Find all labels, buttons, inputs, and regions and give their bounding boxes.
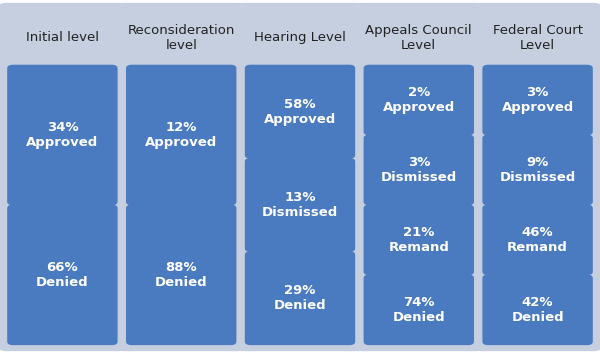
FancyBboxPatch shape — [364, 205, 474, 275]
Text: 58%
Approved: 58% Approved — [264, 98, 336, 126]
Text: 46%
Remand: 46% Remand — [507, 226, 568, 254]
Text: 2%
Approved: 2% Approved — [383, 86, 455, 114]
FancyBboxPatch shape — [482, 135, 593, 205]
Text: 34%
Approved: 34% Approved — [26, 121, 98, 149]
FancyBboxPatch shape — [364, 135, 474, 205]
Text: 88%
Denied: 88% Denied — [155, 261, 208, 289]
FancyBboxPatch shape — [364, 65, 474, 135]
Text: Federal Court
Level: Federal Court Level — [493, 24, 583, 52]
FancyBboxPatch shape — [245, 251, 355, 345]
Text: Hearing Level: Hearing Level — [254, 31, 346, 44]
FancyBboxPatch shape — [482, 205, 593, 275]
Text: 9%
Dismissed: 9% Dismissed — [499, 156, 576, 184]
Text: 29%
Denied: 29% Denied — [274, 284, 326, 312]
FancyBboxPatch shape — [7, 205, 118, 345]
FancyBboxPatch shape — [236, 3, 364, 351]
FancyBboxPatch shape — [245, 158, 355, 252]
FancyBboxPatch shape — [482, 274, 593, 345]
Text: 42%
Denied: 42% Denied — [511, 296, 564, 324]
Text: Reconsideration
level: Reconsideration level — [128, 24, 235, 52]
Text: 13%
Dismissed: 13% Dismissed — [262, 191, 338, 219]
FancyBboxPatch shape — [126, 205, 236, 345]
Text: 74%
Denied: 74% Denied — [392, 296, 445, 324]
Text: 3%
Dismissed: 3% Dismissed — [380, 156, 457, 184]
FancyBboxPatch shape — [245, 65, 355, 159]
Text: Appeals Council
Level: Appeals Council Level — [365, 24, 472, 52]
FancyBboxPatch shape — [0, 3, 126, 351]
Text: Initial level: Initial level — [26, 31, 99, 44]
Text: 12%
Approved: 12% Approved — [145, 121, 217, 149]
FancyBboxPatch shape — [118, 3, 245, 351]
FancyBboxPatch shape — [355, 3, 482, 351]
FancyBboxPatch shape — [7, 65, 118, 205]
Text: 21%
Remand: 21% Remand — [388, 226, 449, 254]
Text: 3%
Approved: 3% Approved — [502, 86, 574, 114]
FancyBboxPatch shape — [482, 65, 593, 135]
FancyBboxPatch shape — [126, 65, 236, 205]
Text: 66%
Denied: 66% Denied — [36, 261, 89, 289]
FancyBboxPatch shape — [364, 274, 474, 345]
FancyBboxPatch shape — [474, 3, 600, 351]
